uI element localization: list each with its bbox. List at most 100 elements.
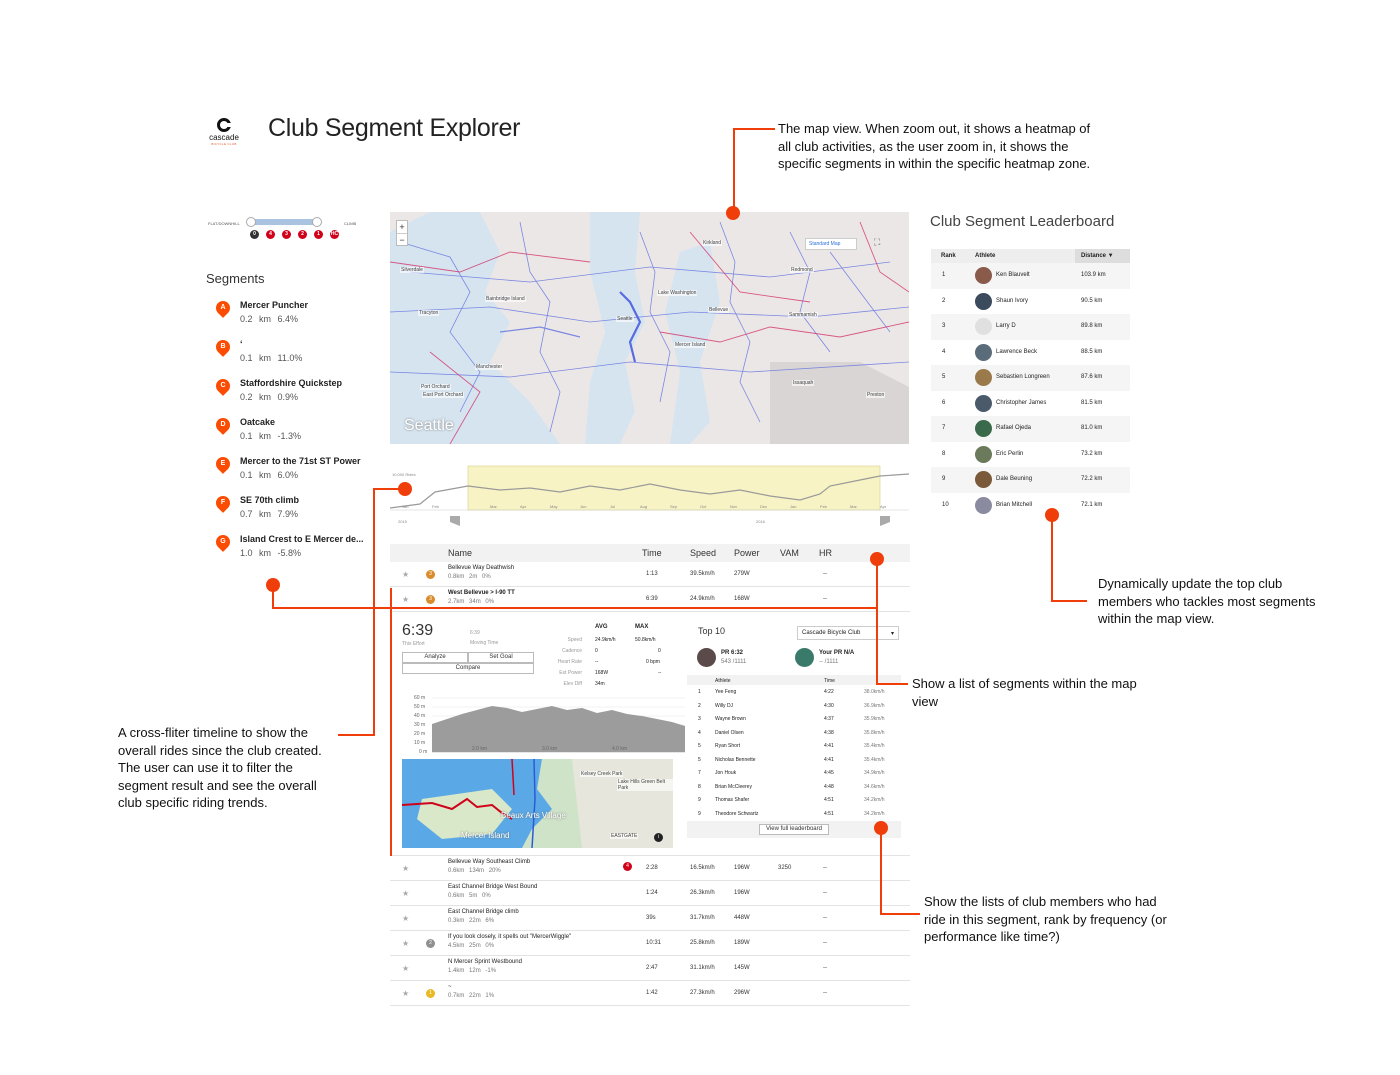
segment-name[interactable]: East Channel Bridge West Bound <box>448 884 538 890</box>
athlete-name[interactable]: Brian McCleerey <box>715 783 752 790</box>
segment-name[interactable]: West Bellevue > I-90 TT <box>448 590 515 596</box>
segment-item[interactable]: B ‘ 0.1 km 11.0% <box>213 337 376 378</box>
segment-item[interactable]: F SE 70th climb 0.7 km 7.9% <box>213 493 376 534</box>
set-goal-button[interactable]: Set Goal <box>468 652 534 663</box>
timeline-month: Mar <box>850 504 857 509</box>
athlete-name[interactable]: Wayne Brown <box>715 716 746 722</box>
leaderboard-row[interactable]: 4 Daniel Olsen 4:38 35.8km/h <box>687 727 901 740</box>
col-power[interactable]: Power <box>734 548 760 558</box>
segment-name[interactable]: N Mercer Sprint Westbound <box>448 959 522 965</box>
leaderboard-row[interactable]: 8 Brian McCleerey 4:48 34.6km/h <box>687 781 901 794</box>
athlete-name[interactable]: Rafael Ojeda <box>996 425 1032 431</box>
athlete-name[interactable]: Brian Mitchell <box>996 501 1033 508</box>
leaderboard-row[interactable]: 7 Rafael Ojeda 81.0 km <box>931 416 1130 442</box>
col-vam[interactable]: VAM <box>780 548 799 558</box>
star-icon[interactable]: ★ <box>402 989 410 998</box>
slider-track[interactable] <box>248 219 318 225</box>
athlete-name[interactable]: Eric Perlin <box>996 450 1024 457</box>
star-icon[interactable]: ★ <box>402 570 410 579</box>
club-select[interactable]: Cascade Bicycle Club ▾ <box>797 626 899 640</box>
athlete-name[interactable]: Dale Beuning <box>996 476 1033 482</box>
view-full-leaderboard-button[interactable]: View full leaderboard <box>759 824 829 835</box>
athlete-name[interactable]: Sebastien Longreen <box>996 374 1050 380</box>
compare-button[interactable]: Compare <box>402 663 534 674</box>
leaderboard-row[interactable]: 1 Yee Feng 4:22 38.0km/h <box>687 686 901 699</box>
leaderboard-row[interactable]: 3 Wayne Brown 4:37 35.9km/h <box>687 713 901 726</box>
analyze-button[interactable]: Analyze <box>402 652 468 663</box>
table-row[interactable]: ★ 1 ~0.7km 22m 1% 1:42 27.3km/h 296W -- <box>390 981 910 1006</box>
athlete-name[interactable]: Lawrence Beck <box>996 348 1038 355</box>
table-row[interactable]: ★ 2 If you look closely, it spells out "Me… <box>390 931 910 956</box>
leaderboard-row[interactable]: 5 Nicholas Bennette 4:41 35.4km/h <box>687 754 901 767</box>
star-icon[interactable]: ★ <box>402 595 410 604</box>
table-row-selected[interactable]: ★ 3 West Bellevue > I-90 TT 2.7km 34m 0%… <box>390 587 910 612</box>
table-row[interactable]: ★ East Channel Bridge West Bound 0.6km 5m … <box>390 881 910 906</box>
fullscreen-icon[interactable]: ⛶ <box>874 237 881 247</box>
info-icon[interactable]: i <box>654 833 663 842</box>
segment-name[interactable]: ~ <box>448 984 452 990</box>
leaderboard-row[interactable]: 9 Theodore Schwartz 4:51 34.2km/h <box>687 808 901 821</box>
athlete-name[interactable]: Nicholas Bennette <box>715 756 756 763</box>
heatmap-map[interactable]: + − Standard Map ⛶ Kirkland Lake Washing… <box>390 212 909 444</box>
star-icon[interactable]: ★ <box>402 864 410 873</box>
leaderboard-row[interactable]: 8 Eric Perlin 73.2 km <box>931 442 1130 468</box>
segment-item[interactable]: D Oatcake 0.1 km -1.3% <box>213 415 376 456</box>
leaderboard-row[interactable]: 9 Thomas Shafer 4:51 34.2km/h <box>687 794 901 807</box>
star-icon[interactable]: ★ <box>402 964 410 973</box>
col-distance-sorted[interactable]: Distance ▼ <box>1075 249 1130 263</box>
zoom-in-button[interactable]: + <box>399 222 405 232</box>
leaderboard-row[interactable]: 6 Christopher James 81.5 km <box>931 391 1130 417</box>
table-row[interactable]: ★ 3 Bellevue Way Deathwish 0.8km 2m 0% 1… <box>390 562 910 587</box>
athlete-name[interactable]: Yee Feng <box>715 689 737 695</box>
col-time[interactable]: Time <box>642 548 662 558</box>
zoom-out-button[interactable]: − <box>397 233 407 245</box>
leaderboard-row[interactable]: 10 Brian Mitchell 72.1 km <box>931 493 1130 519</box>
athlete-name[interactable]: Ryan Short <box>715 743 741 749</box>
leaderboard-row[interactable]: 3 Larry D 89.8 km <box>931 314 1130 340</box>
athlete-name[interactable]: Willy DJ <box>715 702 734 709</box>
col-athlete[interactable]: Athlete <box>975 253 996 259</box>
map-type-button[interactable]: Standard Map <box>805 238 857 250</box>
leaderboard-row[interactable]: 1 Ken Blauvelt 103.9 km <box>931 263 1130 289</box>
star-icon[interactable]: ★ <box>402 939 410 948</box>
star-icon[interactable]: ★ <box>402 889 410 898</box>
segment-name[interactable]: East Channel Bridge climb <box>448 909 519 915</box>
star-icon[interactable]: ★ <box>402 914 410 923</box>
leaderboard-row[interactable]: 5 Ryan Short 4:41 35.4km/h <box>687 740 901 753</box>
segment-name[interactable]: Bellevue Way Southeast Climb <box>448 859 531 865</box>
leaderboard-row[interactable]: 9 Dale Beuning 72.2 km <box>931 467 1130 493</box>
athlete-name[interactable]: Christopher James <box>996 399 1047 406</box>
athlete-name[interactable]: Larry D <box>996 323 1016 329</box>
col-hr[interactable]: HR <box>819 548 832 558</box>
leaderboard-row[interactable]: 5 Sebastien Longreen 87.6 km <box>931 365 1130 391</box>
ride-timeline-filter[interactable]: 10,000 Rides Jan Feb Mar Apr May Jun Jul… <box>390 464 909 528</box>
segment-item[interactable]: E Mercer to the 71st ST Power 0.1 km 6.0% <box>213 454 376 495</box>
leaderboard-row[interactable]: 7 Jon Houk 4:45 34.9km/h <box>687 767 901 780</box>
leaderboard-row[interactable]: 2 Shaun Ivory 90.5 km <box>931 289 1130 315</box>
segment-item[interactable]: C Staffordshire Quickstep 0.2 km 0.9% <box>213 376 376 417</box>
athlete-name[interactable]: Theodore Schwartz <box>715 810 759 817</box>
slider-thumb-left[interactable] <box>246 217 256 227</box>
table-row[interactable]: ★ N Mercer Sprint Westbound 1.4km 12m -1% … <box>390 956 910 981</box>
segment-item[interactable]: G Island Crest to E Mercer de... 1.0 km -5… <box>213 532 376 573</box>
athlete-name[interactable]: Jon Houk <box>715 770 737 776</box>
vam-value: 3250 <box>778 865 792 871</box>
segment-name[interactable]: If you look closely, it spells out "Merc… <box>448 934 572 940</box>
segment-name[interactable]: Bellevue Way Deathwish <box>448 565 515 571</box>
leaderboard-row[interactable]: 2 Willy DJ 4:30 36.9km/h <box>687 700 901 713</box>
climb-category-filter[interactable]: FLAT/DOWNHILL CLIMB 0 4 3 2 1 HC <box>208 212 358 242</box>
leaderboard-row[interactable]: 4 Lawrence Beck 88.5 km <box>931 340 1130 366</box>
route-map-label: Beaux Arts Village <box>501 811 566 820</box>
segment-route-map[interactable]: Mercer Island Beaux Arts Village Kelsey … <box>402 759 673 848</box>
athlete-name[interactable]: Ken Blauvelt <box>996 272 1030 278</box>
table-row[interactable]: ★ East Channel Bridge climb 0.3km 22m 6% 3… <box>390 906 910 931</box>
athlete-name[interactable]: Shaun Ivory <box>996 297 1029 304</box>
col-speed[interactable]: Speed <box>690 548 717 558</box>
col-name[interactable]: Name <box>448 548 473 558</box>
col-rank[interactable]: Rank <box>941 253 956 259</box>
table-row[interactable]: ★ 4 Bellevue Way Southeast Climb 0.6km 134m… <box>390 856 910 881</box>
athlete-name[interactable]: Daniel Olsen <box>715 729 744 736</box>
athlete-name[interactable]: Thomas Shafer <box>715 797 750 803</box>
slider-thumb-right[interactable] <box>312 217 322 227</box>
segment-item[interactable]: A Mercer Puncher 0.2 km 6.4% <box>213 298 376 339</box>
